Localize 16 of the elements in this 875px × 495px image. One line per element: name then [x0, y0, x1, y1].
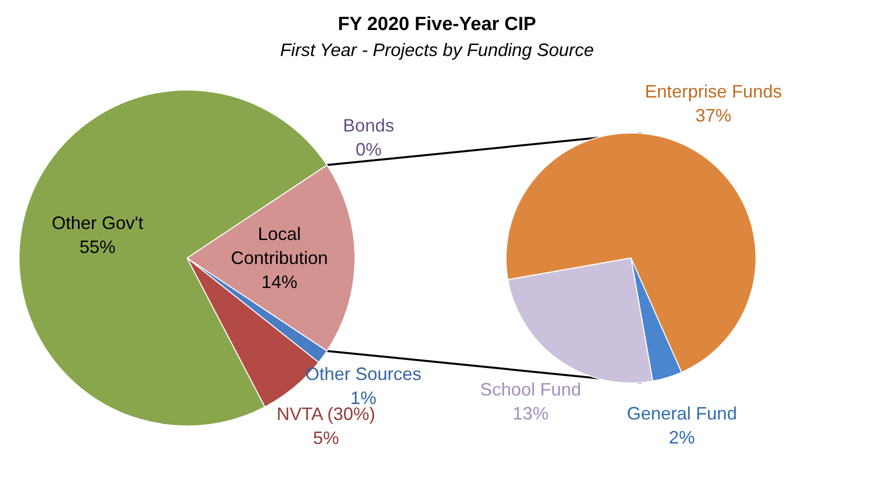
slice-label: Enterprise Funds [644, 82, 782, 102]
data-label: 2% [668, 427, 695, 448]
slice-label: General Fund [626, 403, 737, 424]
data-label: 5% [312, 428, 339, 448]
data-label: 14% [261, 272, 298, 292]
data-label: 13% [512, 403, 549, 424]
text: 0% [356, 139, 382, 160]
slice-label: Other Gov't [52, 213, 144, 234]
data-label: 55% [79, 237, 116, 258]
slice-label: Local Contribution [230, 224, 328, 268]
slice-label: Other Sources [305, 364, 422, 384]
chart-subtitle: First Year - Projects by Funding Source [280, 40, 594, 60]
data-label: 37% [695, 106, 732, 126]
slice-label: School Fund [480, 379, 582, 400]
chart-title: FY 2020 Five-Year CIP [338, 14, 536, 35]
category-label: Bonds [343, 115, 394, 136]
